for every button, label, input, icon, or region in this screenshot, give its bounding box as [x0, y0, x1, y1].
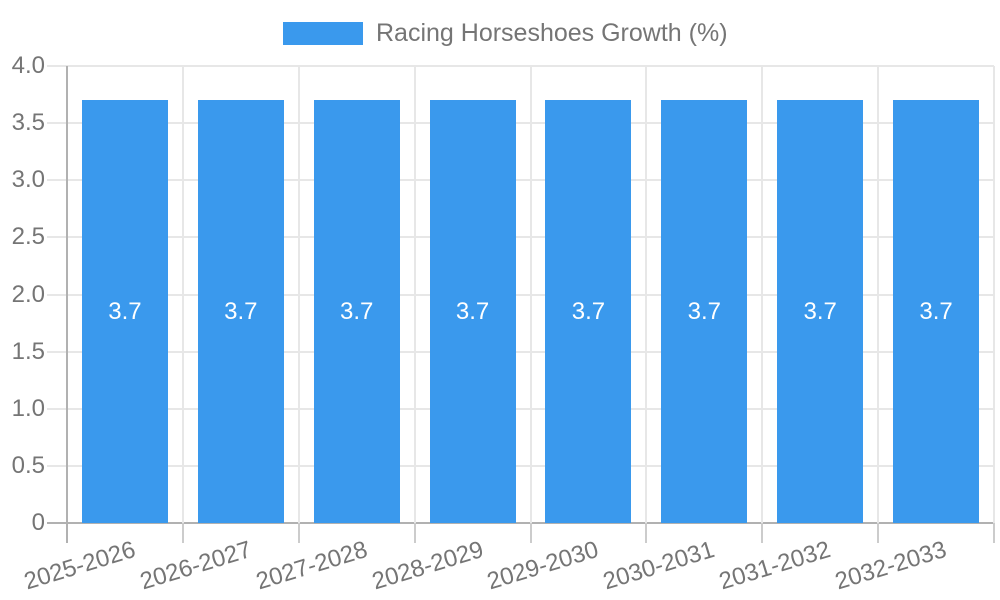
x-gridline: [761, 66, 764, 523]
y-gridline: [47, 179, 994, 182]
x-gridline: [413, 66, 416, 523]
bar-value-label: 3.7: [571, 297, 606, 325]
y-axis-tick-label: 2.0: [11, 280, 45, 308]
bar-value-label: 3.7: [687, 297, 721, 325]
x-axis-tick: [297, 523, 300, 543]
bar[interactable]: [81, 100, 168, 523]
bar[interactable]: [893, 100, 980, 523]
x-axis-tick: [877, 523, 880, 543]
bar-value-label: 3.7: [803, 297, 837, 325]
bar[interactable]: [661, 100, 748, 523]
y-axis-tick-label: 4.0: [11, 52, 45, 79]
x-gridline: [877, 66, 880, 523]
legend-item[interactable]: Racing Horseshoes Growth (%): [283, 20, 728, 47]
x-gridline: [645, 66, 648, 523]
y-gridline: [47, 464, 994, 467]
y-gridline: [47, 65, 994, 67]
x-gridline: [993, 66, 995, 523]
bar[interactable]: [197, 100, 284, 523]
bar-value-label: 3.7: [340, 297, 374, 325]
bar-value-label: 3.7: [224, 297, 258, 325]
x-axis-tick: [181, 523, 184, 543]
legend-label: Racing Horseshoes Growth (%): [376, 19, 728, 47]
y-gridline: [47, 293, 994, 296]
y-gridline: [47, 122, 994, 125]
x-gridline: [529, 66, 532, 523]
y-axis-tick-label: 0.5: [11, 451, 45, 479]
y-gridline: [47, 407, 994, 410]
bar[interactable]: [545, 100, 632, 523]
y-axis-tick-label: 2.5: [11, 223, 45, 251]
y-axis-tick-label: 3.5: [11, 109, 45, 137]
legend-color-swatch: [283, 22, 363, 45]
y-axis-tick-label: 1.5: [11, 337, 45, 365]
x-axis-tick: [993, 523, 995, 543]
y-axis-line: [66, 66, 68, 543]
bar[interactable]: [429, 100, 516, 523]
bar[interactable]: [777, 100, 864, 523]
bar-value-label: 3.7: [108, 297, 142, 325]
x-gridline: [181, 66, 184, 523]
y-gridline: [47, 236, 994, 239]
y-axis-tick-label: 0: [31, 509, 45, 536]
y-axis-tick-label: 3.0: [11, 166, 45, 194]
x-axis-tick: [413, 523, 416, 543]
y-axis-tick-label: 1.0: [11, 394, 45, 422]
x-axis-baseline: [47, 522, 994, 524]
bar-value-label: 3.7: [919, 297, 953, 325]
x-axis-tick: [645, 523, 648, 543]
x-axis-tick: [529, 523, 532, 543]
x-gridline: [297, 66, 300, 523]
bar-value-label: 3.7: [455, 297, 490, 325]
y-gridline: [47, 350, 994, 353]
bar[interactable]: [313, 100, 400, 523]
x-axis-tick: [761, 523, 764, 543]
